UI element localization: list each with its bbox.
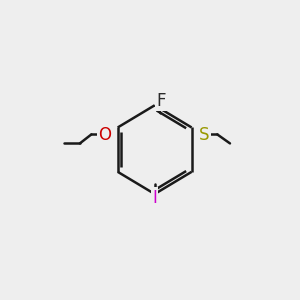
Text: S: S [199,126,210,144]
Text: O: O [98,126,111,144]
Text: I: I [152,189,157,207]
Text: F: F [156,92,165,110]
